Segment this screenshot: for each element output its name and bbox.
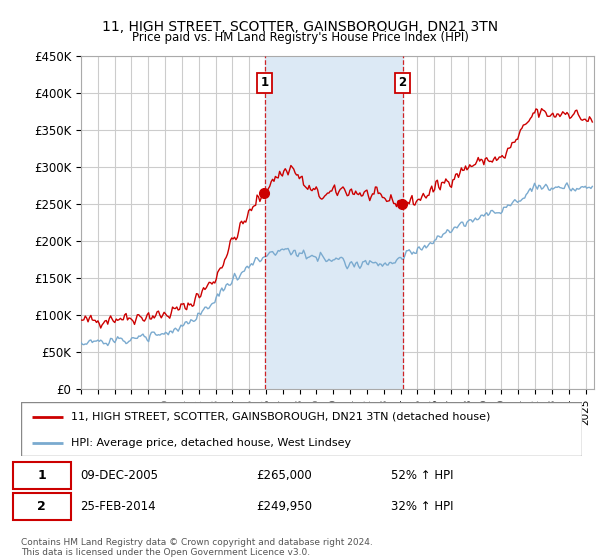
Text: £265,000: £265,000 [257, 469, 313, 483]
Text: 25-FEB-2014: 25-FEB-2014 [80, 500, 155, 513]
Text: 52% ↑ HPI: 52% ↑ HPI [391, 469, 454, 483]
Text: 1: 1 [37, 469, 46, 483]
Text: 1: 1 [260, 76, 269, 89]
Text: 11, HIGH STREET, SCOTTER, GAINSBOROUGH, DN21 3TN: 11, HIGH STREET, SCOTTER, GAINSBOROUGH, … [102, 20, 498, 34]
FancyBboxPatch shape [13, 463, 71, 489]
Text: 2: 2 [37, 500, 46, 513]
Text: HPI: Average price, detached house, West Lindsey: HPI: Average price, detached house, West… [71, 438, 352, 447]
Text: Contains HM Land Registry data © Crown copyright and database right 2024.
This d: Contains HM Land Registry data © Crown c… [21, 538, 373, 557]
Text: Price paid vs. HM Land Registry's House Price Index (HPI): Price paid vs. HM Land Registry's House … [131, 31, 469, 44]
Text: 32% ↑ HPI: 32% ↑ HPI [391, 500, 454, 513]
Text: 09-DEC-2005: 09-DEC-2005 [80, 469, 158, 483]
Bar [265, 56, 403, 389]
Text: 11, HIGH STREET, SCOTTER, GAINSBOROUGH, DN21 3TN (detached house): 11, HIGH STREET, SCOTTER, GAINSBOROUGH, … [71, 412, 491, 422]
FancyBboxPatch shape [13, 493, 71, 520]
Text: £249,950: £249,950 [257, 500, 313, 513]
Text: 2: 2 [398, 76, 407, 89]
